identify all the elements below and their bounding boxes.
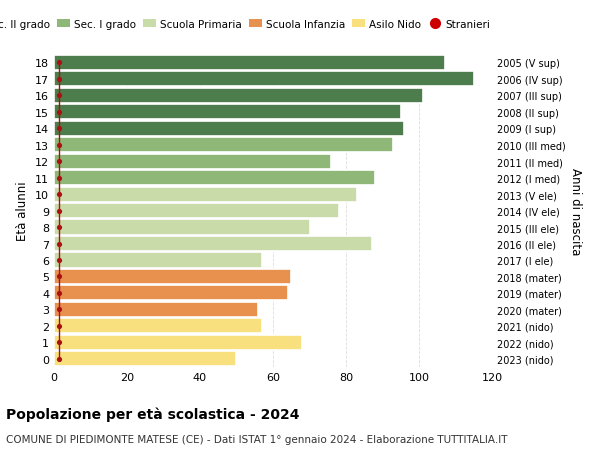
Point <box>55 109 64 116</box>
Bar <box>54 352 236 367</box>
Point <box>55 355 64 363</box>
Text: COMUNE DI PIEDIMONTE MATESE (CE) - Dati ISTAT 1° gennaio 2024 - Elaborazione TUT: COMUNE DI PIEDIMONTE MATESE (CE) - Dati … <box>6 434 508 444</box>
Point <box>55 76 64 84</box>
Bar <box>54 236 371 252</box>
Bar <box>54 204 338 218</box>
Point <box>55 125 64 133</box>
Bar <box>54 72 474 87</box>
Legend: Sec. II grado, Sec. I grado, Scuola Primaria, Scuola Infanzia, Asilo Nido, Stran: Sec. II grado, Sec. I grado, Scuola Prim… <box>0 20 490 30</box>
Point <box>55 158 64 166</box>
Point <box>55 92 64 100</box>
Y-axis label: Età alunni: Età alunni <box>16 181 29 241</box>
Bar <box>54 269 291 285</box>
Point <box>55 174 64 182</box>
Bar <box>54 220 310 235</box>
Point <box>55 241 64 248</box>
Bar <box>54 89 422 104</box>
Point <box>55 142 64 149</box>
Bar <box>54 253 262 268</box>
Point <box>55 323 64 330</box>
Bar <box>54 171 375 186</box>
Bar <box>54 187 357 202</box>
Y-axis label: Anni di nascita: Anni di nascita <box>569 168 582 255</box>
Bar <box>54 56 445 71</box>
Point <box>55 339 64 346</box>
Bar <box>54 154 331 169</box>
Point <box>55 257 64 264</box>
Point <box>55 224 64 231</box>
Bar <box>54 302 259 317</box>
Point <box>55 290 64 297</box>
Bar <box>54 105 401 120</box>
Bar <box>54 138 394 153</box>
Point <box>55 191 64 198</box>
Point <box>55 207 64 215</box>
Bar <box>54 319 262 334</box>
Point <box>55 273 64 280</box>
Bar <box>54 335 302 350</box>
Point <box>55 306 64 313</box>
Point <box>55 60 64 67</box>
Bar <box>54 285 287 301</box>
Bar <box>54 122 404 137</box>
Text: Popolazione per età scolastica - 2024: Popolazione per età scolastica - 2024 <box>6 406 299 421</box>
